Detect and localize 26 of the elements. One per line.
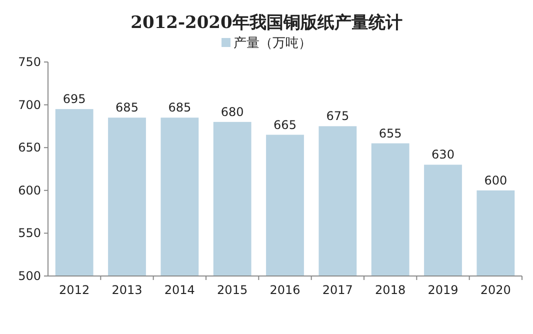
x-tick-label: 2018 [375,283,406,297]
data-label: 685 [116,100,138,115]
y-tick-label: 600 [18,183,41,198]
y-tick-label: 550 [18,226,41,240]
x-tick-label: 2019 [428,283,458,297]
data-label: 600 [484,173,508,188]
chart-title: 2012-2020年我国铜版纸产量统计 [130,13,402,33]
y-tick-label: 750 [18,55,41,69]
y-tick-label: 650 [18,140,41,155]
data-label: 695 [62,92,86,106]
legend-label: 产量（万吨） [234,36,312,51]
x-tick-label: 2014 [164,283,195,297]
x-tick-label: 2013 [112,283,142,297]
y-tick-label: 700 [18,98,41,112]
data-label: 665 [274,118,296,132]
data-label: 675 [326,109,350,124]
x-tick-label: 2020 [480,283,511,297]
x-tick-label: 2012 [59,283,90,297]
x-tick-label: 2017 [322,283,353,297]
data-label: 630 [432,148,454,162]
x-tick-label: 2015 [217,283,248,297]
data-label: 685 [168,100,192,115]
x-tick-label: 2016 [270,283,300,297]
data-label: 680 [220,104,244,119]
data-label: 655 [378,126,402,140]
y-tick-label: 500 [18,269,41,283]
